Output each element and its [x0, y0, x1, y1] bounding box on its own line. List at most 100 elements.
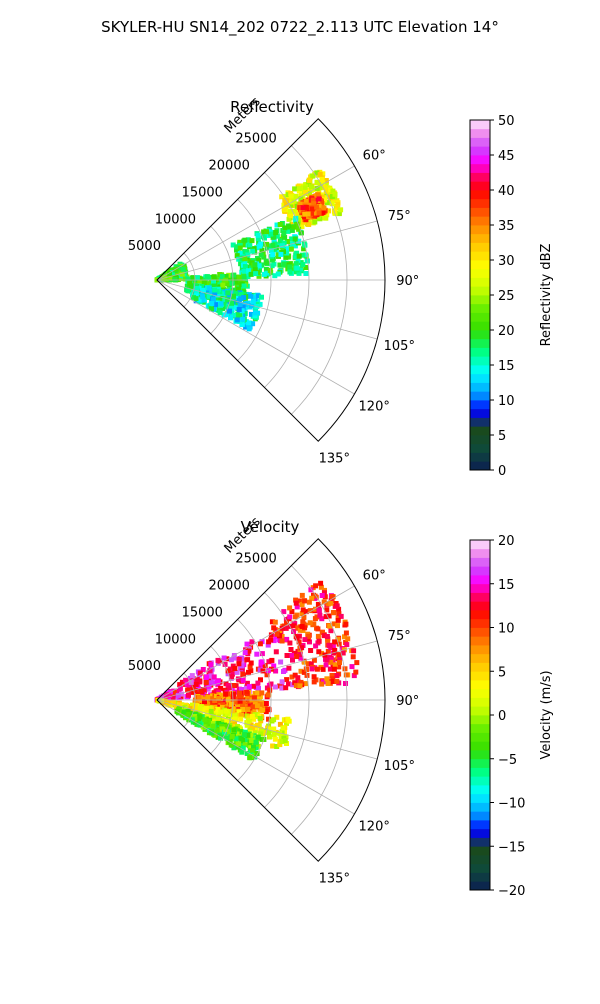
- field-cell: [310, 173, 316, 179]
- field-cell: [199, 297, 205, 303]
- field-cell: [312, 219, 318, 225]
- field-cell: [196, 722, 202, 728]
- field-cell: [216, 280, 222, 286]
- field-cell: [275, 271, 281, 277]
- field-cell: [171, 689, 177, 695]
- field-cell: [296, 639, 302, 645]
- colorbar-swatch: [470, 391, 490, 401]
- field-cell: [264, 672, 270, 678]
- field-cell: [296, 226, 302, 232]
- field-cell: [242, 256, 248, 262]
- field-cell: [257, 667, 263, 673]
- field-cell: [249, 639, 255, 645]
- field-cell: [311, 679, 317, 685]
- field-cell: [274, 233, 280, 239]
- field-cell: [245, 237, 251, 243]
- field-cell: [279, 625, 285, 631]
- field-cell: [245, 657, 251, 663]
- field-cell: [213, 302, 219, 308]
- field-cell: [354, 660, 360, 666]
- field-cell: [284, 653, 290, 658]
- field-cell: [240, 707, 246, 712]
- field-cell: [220, 702, 226, 708]
- field-cell: [196, 695, 202, 701]
- field-cell: [309, 206, 315, 212]
- field-cell: [189, 717, 195, 723]
- field-cell: [294, 654, 300, 659]
- field-cell: [176, 702, 182, 708]
- field-cell: [240, 304, 246, 310]
- field-cell: [229, 674, 235, 680]
- field-cell: [255, 232, 261, 238]
- field-cell: [267, 687, 273, 693]
- field-cell: [197, 279, 203, 285]
- field-cell: [335, 636, 341, 642]
- field-cell: [306, 633, 312, 639]
- field-cell: [286, 216, 292, 222]
- field-cell: [259, 262, 265, 268]
- field-cell: [224, 281, 230, 287]
- field-cell: [253, 745, 259, 751]
- field-cell: [272, 619, 278, 625]
- field-cell: [314, 204, 320, 210]
- colorbar-tick-label: 20: [498, 324, 515, 339]
- field-cell: [326, 208, 332, 214]
- field-cell: [294, 635, 300, 641]
- field-cell: [219, 726, 225, 732]
- field-cell: [258, 677, 263, 683]
- field-cell: [240, 745, 246, 751]
- field-cell: [331, 666, 337, 672]
- field-cell: [307, 620, 313, 626]
- field-cell: [257, 243, 263, 249]
- field-cell: [210, 723, 216, 729]
- field-cell: [259, 247, 265, 253]
- field-cell: [159, 698, 165, 704]
- field-cell: [299, 624, 305, 629]
- field-cell: [197, 714, 203, 720]
- colorbar-swatch: [470, 758, 490, 768]
- colorbar-swatch: [470, 400, 490, 410]
- colorbar-swatch: [470, 741, 490, 751]
- field-cell: [242, 657, 248, 663]
- field-cell: [288, 213, 294, 219]
- field-cell: [328, 600, 334, 606]
- velocity-title: Velocity: [241, 518, 300, 536]
- colorbar-swatch: [470, 723, 490, 733]
- field-cell: [251, 246, 257, 252]
- field-cell: [319, 593, 325, 598]
- field-cell: [305, 211, 311, 217]
- field-cell: [232, 712, 238, 718]
- field-cell: [205, 708, 211, 714]
- field-cell: [283, 685, 289, 691]
- field-cell: [263, 709, 269, 715]
- field-cell: [239, 687, 244, 692]
- field-cell: [335, 623, 340, 629]
- field-cell: [221, 299, 227, 305]
- field-cell: [216, 698, 222, 704]
- field-cell: [281, 240, 287, 246]
- field-cell: [209, 696, 214, 702]
- angular-gridline: [156, 585, 355, 701]
- colorbar-swatch: [470, 636, 490, 646]
- field-cell: [336, 611, 342, 617]
- colorbar-swatch: [470, 312, 490, 322]
- field-cell: [271, 638, 277, 644]
- field-cell: [316, 207, 322, 213]
- colorbar-swatch: [470, 863, 490, 873]
- field-cell: [281, 206, 287, 212]
- field-cell: [351, 673, 357, 679]
- field-cell: [343, 630, 349, 636]
- angular-gridline: [156, 279, 378, 340]
- field-cell: [223, 691, 229, 697]
- field-cell: [260, 234, 266, 240]
- field-cell: [243, 647, 249, 653]
- field-cell: [222, 661, 228, 667]
- field-cell: [320, 171, 326, 177]
- field-cell: [205, 694, 211, 700]
- field-cell: [282, 234, 288, 240]
- field-cell: [330, 188, 336, 194]
- field-cell: [323, 194, 329, 200]
- field-cell: [288, 208, 293, 214]
- colorbar-tick-label: 0: [498, 709, 506, 724]
- field-cell: [240, 671, 246, 677]
